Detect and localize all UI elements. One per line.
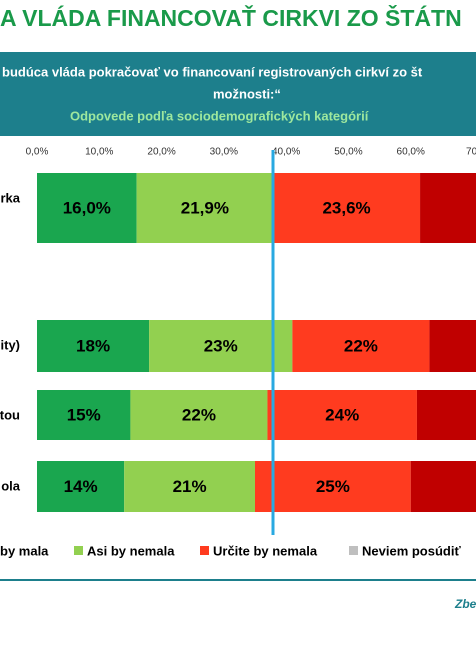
value-label: 18% [76,336,110,355]
bar-segment [124,461,255,512]
x-tick-label: 40,0% [272,147,300,158]
bar-segment [255,461,411,512]
bar-segment [37,390,131,440]
value-label: 23,6% [322,198,370,217]
x-tick-label: 50,0% [334,147,362,158]
value-label: 23% [204,336,238,355]
value-label: 24% [325,405,359,424]
category-label: tou [0,407,20,422]
value-label: 21% [173,477,207,496]
bar-segment [273,173,421,243]
legend-swatch [74,546,83,555]
note: Odpovede podľa sociodemografických kateg… [70,108,369,123]
subtitle: možnosti:“ [213,86,281,101]
bar-segment [130,390,268,440]
bar-segment [37,173,137,243]
value-label: 22% [182,405,216,424]
legend-label: by mala [0,543,49,558]
header-box [0,52,476,136]
bar-segment [267,390,417,440]
x-tick-label: 10,0% [85,147,113,158]
x-tick-label: 70, [466,147,476,158]
chart-title: A VLÁDA FINANCOVAŤ CIRKVI ZO ŠTÁTN [0,4,462,31]
bar-segment [416,390,476,440]
bar-segment [149,320,293,372]
category-label: ola [1,478,21,493]
legend-label: Neviem posúdiť [362,543,461,558]
x-tick-label: 30,0% [210,147,238,158]
category-label: rka [0,190,20,205]
legend-swatch [200,546,209,555]
bar-segment [429,320,476,372]
category-label: ity) [1,337,21,352]
footer: Zbe [454,597,476,611]
bar-segment [292,320,430,372]
x-tick-label: 20,0% [147,147,175,158]
bar-segment [37,461,125,512]
value-label: 22% [344,336,378,355]
legend-label: Asi by nemala [87,543,175,558]
x-tick-label: 60,0% [397,147,425,158]
bar-segment [420,173,476,243]
bar-segment [410,461,476,512]
bar-segment [37,320,150,372]
legend-label: Určite by nemala [213,543,318,558]
value-label: 14% [64,477,98,496]
value-label: 21,9% [181,198,229,217]
legend-swatch [349,546,358,555]
value-label: 25% [316,477,350,496]
value-label: 16,0% [63,198,111,217]
subtitle: budúca vláda pokračovať vo financovaní r… [2,64,423,79]
value-label: 15% [67,405,101,424]
bar-segment [136,173,274,243]
x-tick-label: 0,0% [26,147,49,158]
